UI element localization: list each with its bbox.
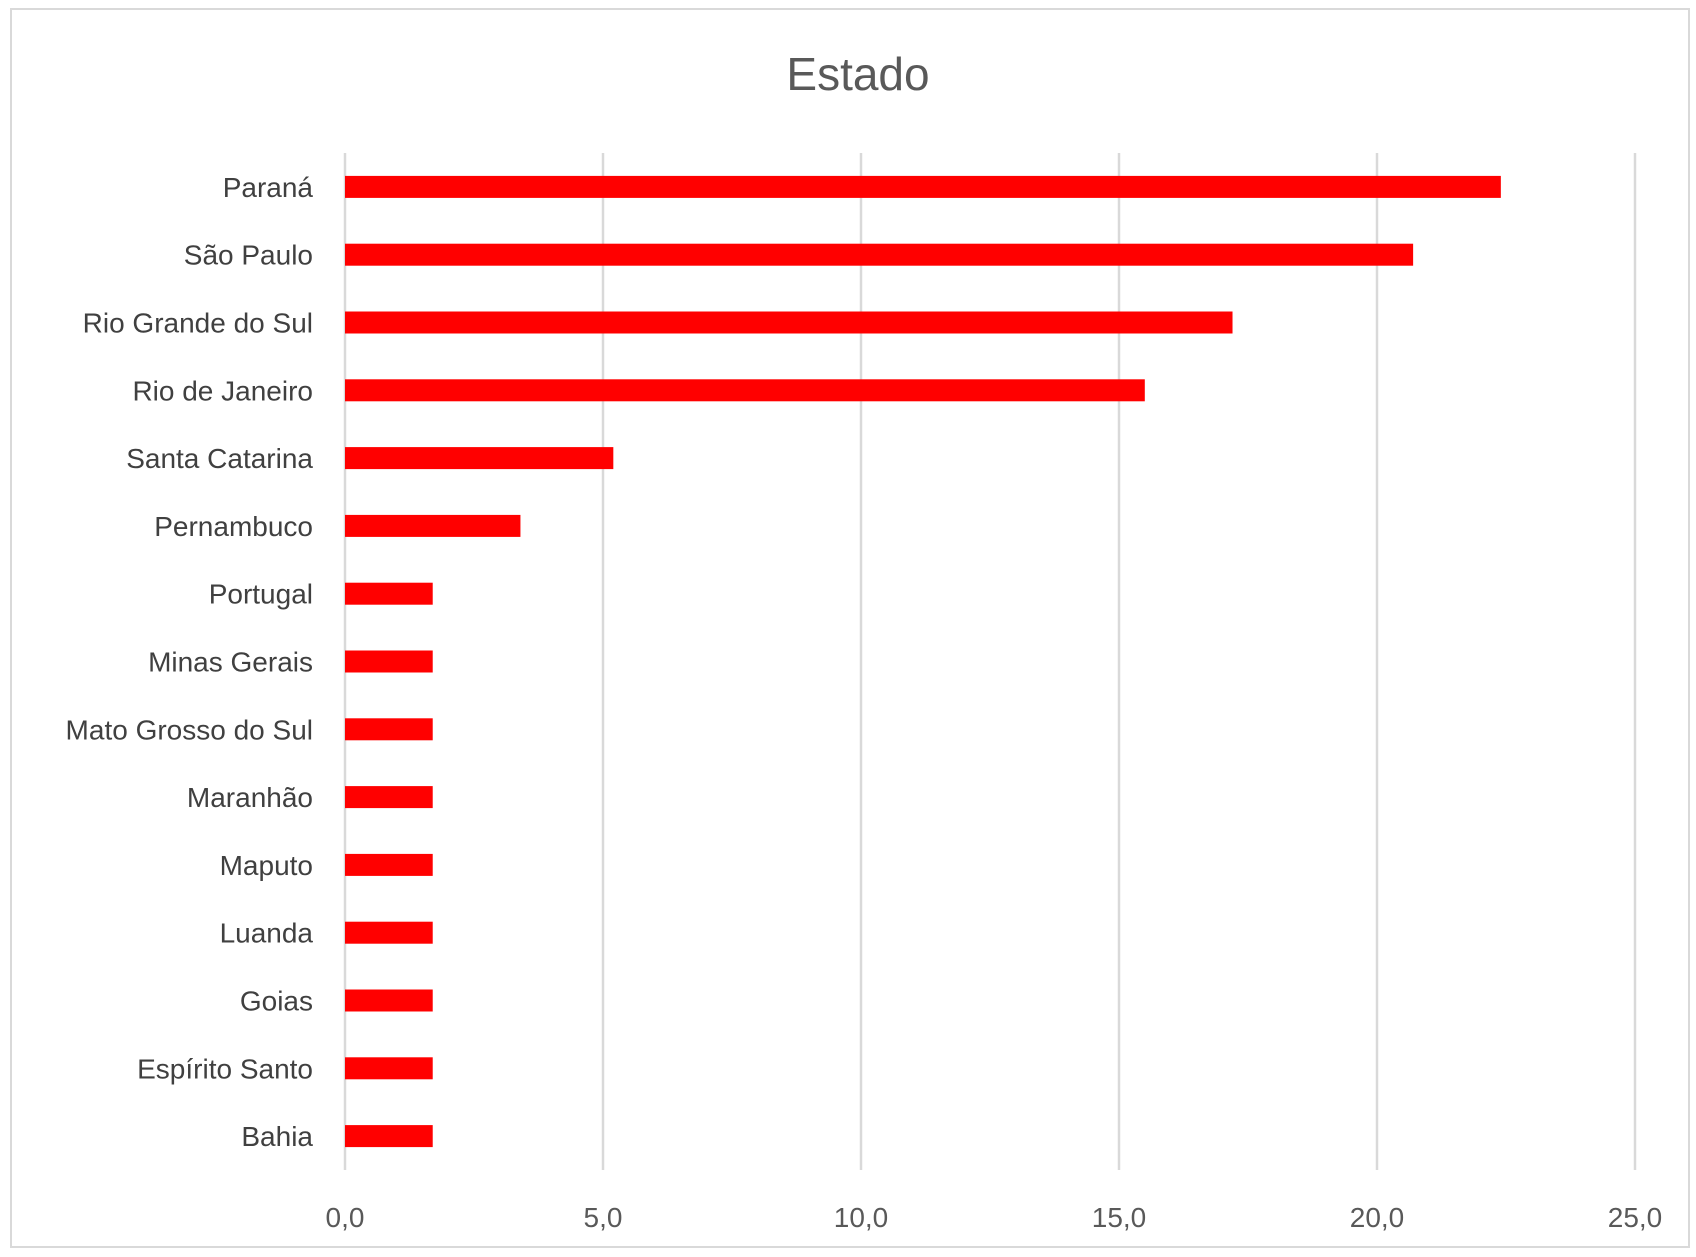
bar bbox=[345, 1125, 433, 1148]
category-label: Mato Grosso do Sul bbox=[66, 714, 313, 745]
gridlines bbox=[343, 153, 1637, 1170]
x-tick-label: 0,0 bbox=[326, 1202, 365, 1233]
chart-title: Estado bbox=[786, 48, 929, 100]
category-label: Espírito Santo bbox=[137, 1053, 313, 1084]
bar bbox=[345, 1057, 433, 1080]
bar bbox=[345, 447, 614, 470]
category-label: Luanda bbox=[220, 918, 314, 949]
bar bbox=[345, 650, 433, 673]
bar bbox=[345, 786, 433, 809]
category-label: Bahia bbox=[241, 1121, 313, 1152]
bar bbox=[345, 989, 433, 1012]
category-label: Santa Catarina bbox=[126, 443, 313, 474]
bar bbox=[345, 379, 1145, 402]
category-label: Rio de Janeiro bbox=[132, 375, 313, 406]
category-labels: Paraná São Paulo Rio Grande do Sul Rio de J… bbox=[66, 172, 314, 1152]
bar bbox=[345, 514, 521, 537]
category-label: Goias bbox=[240, 986, 313, 1017]
category-label: Paraná bbox=[223, 172, 314, 203]
category-label: Minas Gerais bbox=[148, 647, 313, 678]
x-tick-label: 20,0 bbox=[1350, 1202, 1405, 1233]
bar bbox=[345, 311, 1233, 334]
category-label: Pernambuco bbox=[154, 511, 313, 542]
bar bbox=[345, 853, 433, 876]
category-label: Maputo bbox=[220, 850, 313, 881]
bars bbox=[345, 175, 1501, 1148]
x-tick-label: 25,0 bbox=[1608, 1202, 1663, 1233]
bar bbox=[345, 175, 1501, 198]
x-tick-label: 15,0 bbox=[1092, 1202, 1147, 1233]
x-tick-label: 5,0 bbox=[584, 1202, 623, 1233]
bar bbox=[345, 921, 433, 944]
chart-frame bbox=[10, 8, 1690, 1248]
category-label: Maranhão bbox=[187, 782, 313, 813]
category-label: Portugal bbox=[209, 579, 313, 610]
bar bbox=[345, 582, 433, 605]
x-axis-tick-labels: 0,0 5,0 10,0 15,0 20,0 25,0 bbox=[326, 1202, 1663, 1233]
x-tick-label: 10,0 bbox=[834, 1202, 889, 1233]
category-label: São Paulo bbox=[184, 240, 313, 271]
bar bbox=[345, 243, 1414, 266]
bar bbox=[345, 718, 433, 741]
category-label: Rio Grande do Sul bbox=[83, 308, 313, 339]
